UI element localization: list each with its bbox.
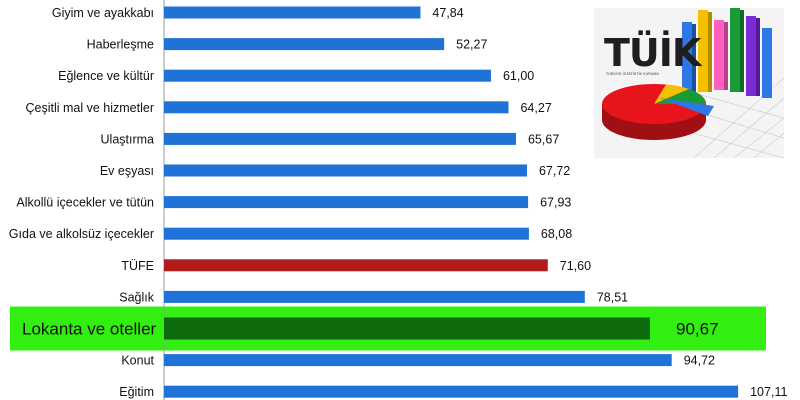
- bar-8: [164, 259, 548, 272]
- bar-10: [164, 317, 650, 340]
- value-label-6: 67,93: [540, 196, 571, 210]
- pie-and-bars-illustration: [602, 8, 784, 158]
- category-label-12: Eğitim: [119, 385, 154, 399]
- bar-11: [164, 354, 672, 367]
- category-label-9: Sağlık: [119, 290, 154, 304]
- value-label-4: 65,67: [528, 132, 559, 146]
- category-label-2: Eğlence ve kültür: [58, 69, 154, 83]
- bar-1: [164, 38, 445, 51]
- category-label-0: Giyim ve ayakkabı: [52, 6, 154, 20]
- category-label-5: Ev eşyası: [100, 164, 154, 178]
- value-label-10: 90,67: [676, 320, 719, 339]
- value-label-2: 61,00: [503, 69, 534, 83]
- value-label-5: 67,72: [539, 164, 570, 178]
- value-label-7: 68,08: [541, 227, 572, 241]
- tuik-logo-image: TÜİK TÜRKİYE İSTATİSTİK KURUMU: [594, 8, 784, 158]
- bar-9: [164, 290, 585, 303]
- value-label-8: 71,60: [560, 259, 591, 273]
- value-label-9: 78,51: [597, 290, 628, 304]
- category-label-3: Çeşitli mal ve hizmetler: [25, 101, 154, 115]
- value-label-1: 52,27: [456, 38, 487, 52]
- value-label-11: 94,72: [684, 354, 715, 368]
- category-label-11: Konut: [121, 354, 154, 368]
- bar-0: [164, 6, 421, 19]
- bar-2: [164, 69, 491, 82]
- category-label-7: Gıda ve alkolsüz içecekler: [9, 227, 154, 241]
- category-label-10: Lokanta ve oteller: [22, 320, 157, 339]
- bar-7: [164, 227, 529, 240]
- logo-subtext: TÜRKİYE İSTATİSTİK KURUMU: [606, 72, 660, 76]
- bar-5: [164, 164, 527, 177]
- bar-4: [164, 132, 516, 145]
- category-label-8: TÜFE: [121, 259, 154, 273]
- bar-12: [164, 385, 739, 398]
- category-label-4: Ulaştırma: [101, 132, 155, 146]
- category-label-6: Alkollü içecekler ve tütün: [16, 196, 154, 210]
- category-label-1: Haberleşme: [87, 38, 154, 52]
- value-label-0: 47,84: [432, 6, 463, 20]
- logo-wordmark: TÜİK: [604, 31, 701, 75]
- bar-3: [164, 101, 509, 114]
- bar-6: [164, 196, 529, 209]
- value-label-3: 64,27: [520, 101, 551, 115]
- value-label-12: 107,11: [750, 385, 787, 399]
